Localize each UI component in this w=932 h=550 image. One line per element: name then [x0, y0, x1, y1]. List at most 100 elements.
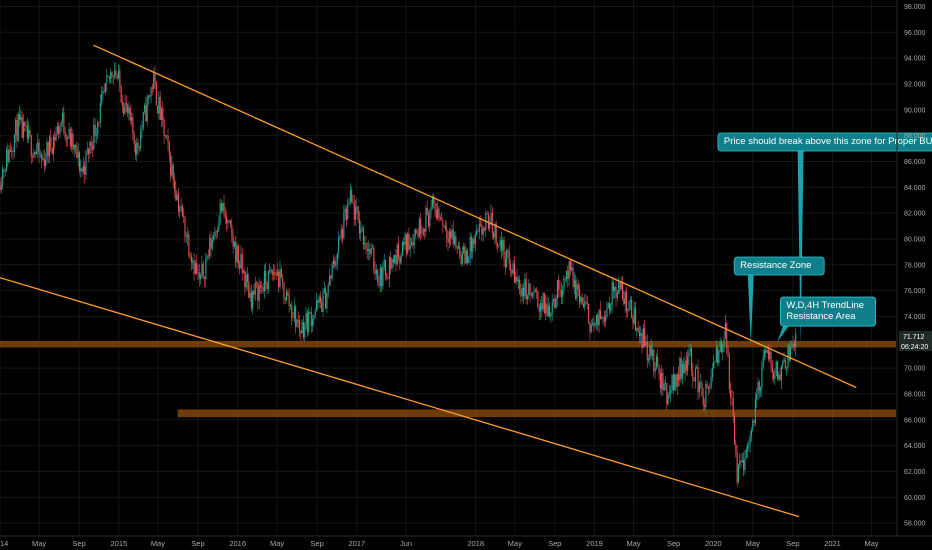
candle-body: [314, 310, 316, 316]
candle-body: [22, 121, 25, 138]
candle-body: [164, 135, 166, 137]
candle-body: [627, 311, 629, 312]
callout-box: [717, 132, 932, 152]
time-axis[interactable]: 2014 May Sep 2015 May Sep 2016 May Sep 2017 Jun 201…: [0, 535, 932, 548]
y-tick-label: 96.000: [904, 30, 926, 37]
candle-body: [228, 220, 230, 222]
candle-body: [101, 94, 103, 103]
candle-body: [791, 347, 793, 349]
x-tick-label: May: [508, 539, 522, 548]
candle-body: [58, 126, 60, 134]
candle-body: [80, 168, 82, 171]
candle-body: [737, 465, 740, 483]
candle-body: [698, 382, 700, 393]
callout-box: [733, 256, 825, 276]
candle-body: [295, 306, 297, 327]
candle-body: [0, 180, 1, 190]
candle-body: [705, 384, 707, 408]
candle-body: [532, 292, 534, 296]
candle-body: [392, 259, 394, 263]
candle-body: [280, 269, 282, 278]
candle-body: [770, 351, 772, 366]
candle-body: [355, 207, 357, 220]
candle-body: [145, 104, 147, 122]
candle-body: [124, 103, 126, 114]
countdown-label: 06:24:20: [901, 344, 928, 351]
candle-body: [246, 274, 249, 282]
candle-body: [709, 387, 711, 389]
candle-body: [304, 324, 306, 338]
candle-body: [407, 233, 409, 254]
candle-body: [487, 214, 489, 229]
candle-body: [599, 309, 601, 320]
candle-body: [13, 135, 15, 152]
candle-body: [371, 247, 374, 249]
candle-body: [326, 293, 328, 309]
candle-body: [138, 147, 140, 148]
candle-body: [209, 237, 211, 257]
candle-body: [702, 396, 704, 405]
candles: [0, 62, 797, 487]
candle-body: [192, 260, 194, 263]
trendline-lower: [0, 277, 800, 518]
candle-body: [259, 285, 262, 288]
candle-body: [239, 262, 241, 269]
candle-body: [120, 85, 122, 103]
candle-body: [26, 125, 28, 140]
candle-body: [632, 317, 634, 324]
x-tick-label: May: [32, 539, 46, 548]
candle-body: [85, 150, 87, 175]
candle-body: [688, 351, 690, 357]
candle-body: [55, 133, 57, 141]
candle-body: [524, 278, 526, 297]
y-tick-label: 64.000: [904, 443, 926, 450]
candle-body: [71, 133, 73, 147]
candle-body: [293, 306, 295, 318]
candle-body: [465, 250, 467, 264]
candle-body: [637, 327, 639, 332]
candle-body: [177, 194, 180, 212]
countdown-badge: [899, 341, 932, 351]
candle-body: [555, 298, 557, 308]
candle-body: [331, 263, 333, 279]
candle-body: [500, 240, 502, 251]
candle-body: [676, 374, 678, 388]
candle-body: [7, 149, 9, 162]
candle-body: [283, 282, 285, 299]
candle-body: [82, 165, 84, 172]
candle-body: [748, 443, 750, 445]
callout-pointer: [747, 274, 754, 345]
candle-body: [111, 72, 113, 77]
candle-body: [405, 234, 407, 254]
candle-body: [504, 258, 506, 267]
candle-body: [227, 220, 229, 224]
trendline-upper: [93, 44, 857, 389]
candle-body: [562, 289, 564, 297]
candle-body: [194, 263, 196, 274]
current-price-label: 71.712: [903, 334, 925, 341]
candle-body: [550, 313, 552, 317]
y-tick-label: 82.000: [904, 211, 926, 218]
candle-body: [68, 128, 70, 138]
candle-body: [450, 231, 452, 239]
candle-body: [289, 304, 292, 307]
candle-body: [422, 228, 424, 235]
candle-body: [631, 299, 633, 318]
candle-body: [490, 213, 492, 224]
candle-body: [141, 127, 143, 133]
candle-body: [30, 135, 32, 157]
candle-body: [305, 312, 307, 325]
x-tick-label: May: [746, 539, 760, 548]
candle-body: [170, 155, 172, 176]
candle-body: [780, 365, 782, 381]
candle-body: [308, 312, 310, 332]
candle-body: [375, 270, 377, 274]
candle-body: [218, 223, 220, 231]
y-tick-label: 74.000: [904, 314, 926, 321]
candle-body: [430, 207, 432, 212]
candle-body: [437, 208, 439, 219]
candle-body: [81, 168, 83, 172]
candle-body: [701, 382, 703, 397]
candle-body: [176, 194, 178, 201]
